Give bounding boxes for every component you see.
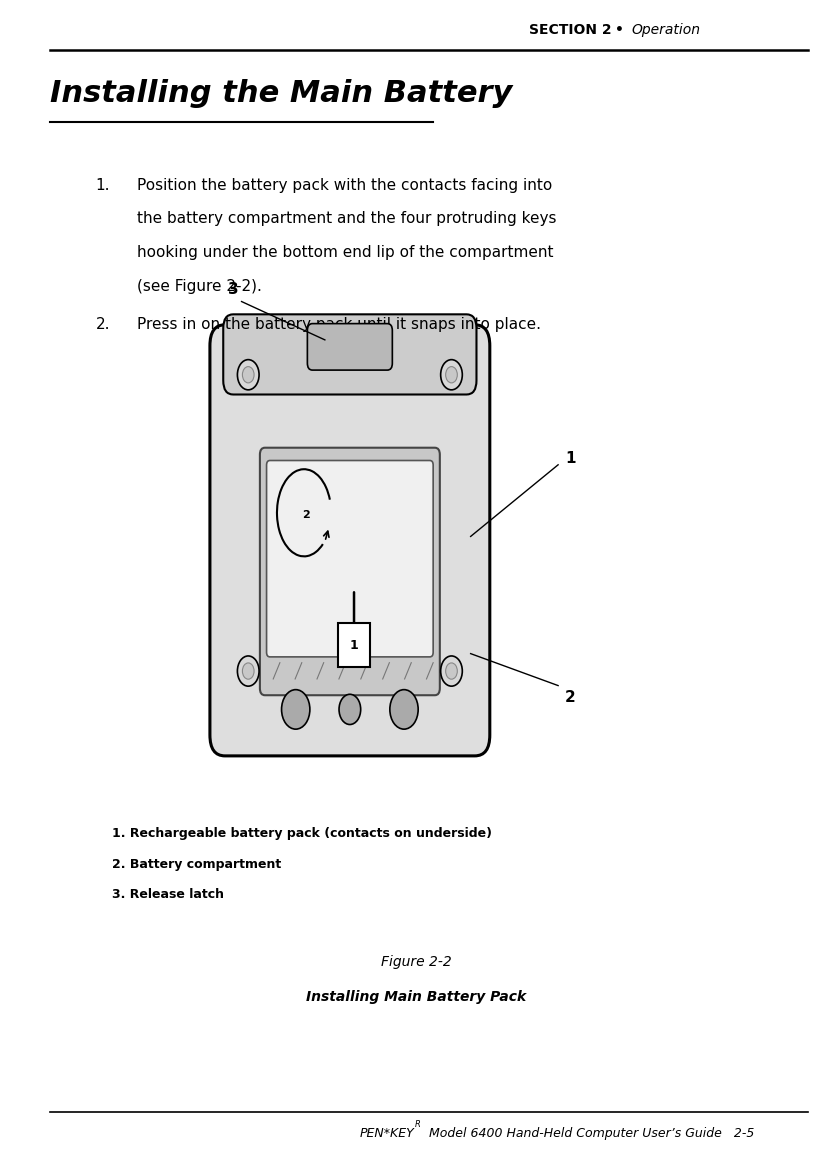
Text: 1. Rechargeable battery pack (contacts on underside): 1. Rechargeable battery pack (contacts o… [112, 827, 492, 840]
Text: hooking under the bottom end lip of the compartment: hooking under the bottom end lip of the … [137, 245, 554, 260]
Text: 2. Battery compartment: 2. Battery compartment [112, 858, 282, 870]
Text: 3. Release latch: 3. Release latch [112, 888, 224, 901]
Text: 3: 3 [228, 282, 238, 297]
Text: Figure 2-2: Figure 2-2 [382, 955, 451, 969]
Text: SECTION 2: SECTION 2 [529, 22, 611, 36]
Text: 1: 1 [350, 639, 358, 652]
Text: Model 6400 Hand-Held Computer User’s Guide   2-5: Model 6400 Hand-Held Computer User’s Gui… [425, 1127, 754, 1140]
Circle shape [446, 662, 457, 679]
FancyBboxPatch shape [307, 323, 392, 370]
Text: (see Figure 2-2).: (see Figure 2-2). [137, 279, 262, 294]
Circle shape [242, 662, 254, 679]
FancyBboxPatch shape [267, 460, 433, 657]
Text: 2.: 2. [96, 317, 110, 332]
Text: the battery compartment and the four protruding keys: the battery compartment and the four pro… [137, 211, 557, 227]
Text: Installing the Main Battery: Installing the Main Battery [50, 79, 512, 108]
Circle shape [237, 655, 259, 686]
Text: Operation: Operation [631, 22, 701, 36]
Text: PEN*KEY: PEN*KEY [359, 1127, 414, 1140]
Circle shape [441, 360, 462, 390]
FancyBboxPatch shape [210, 324, 490, 755]
Circle shape [446, 367, 457, 383]
FancyBboxPatch shape [260, 447, 440, 695]
Text: •: • [615, 22, 624, 36]
Circle shape [441, 655, 462, 686]
Circle shape [242, 367, 254, 383]
Text: Press in on the battery pack until it snaps into place.: Press in on the battery pack until it sn… [137, 317, 541, 332]
Text: R: R [415, 1120, 421, 1129]
Text: 1.: 1. [96, 178, 110, 193]
Text: 2: 2 [302, 510, 310, 521]
Circle shape [237, 360, 259, 390]
FancyBboxPatch shape [223, 314, 476, 395]
Circle shape [282, 689, 310, 730]
Text: 1: 1 [566, 452, 576, 466]
Circle shape [390, 689, 418, 730]
FancyBboxPatch shape [338, 623, 370, 667]
Text: 2: 2 [566, 690, 576, 704]
Text: Position the battery pack with the contacts facing into: Position the battery pack with the conta… [137, 178, 552, 193]
Text: Installing Main Battery Pack: Installing Main Battery Pack [307, 990, 526, 1004]
Circle shape [339, 694, 361, 725]
